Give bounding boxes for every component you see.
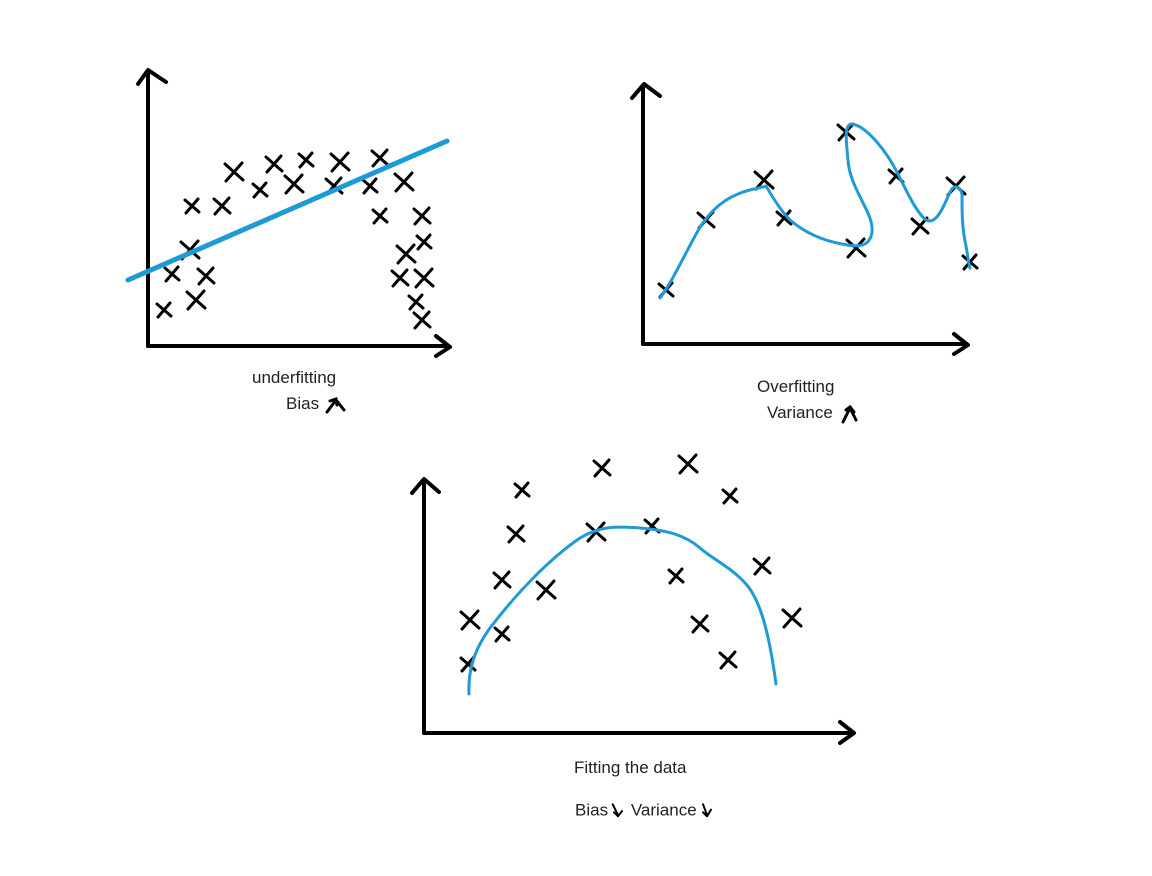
data-point-marker [297,151,315,169]
overfitting-x-axis [641,332,970,356]
overfitting-label: Overfitting [757,377,835,396]
data-point-marker [493,625,511,643]
data-point-marker [753,169,775,191]
overfitting-markers [657,122,979,299]
arrow-up-icon [841,404,858,424]
bias-text: Bias [286,394,320,413]
overfitting-panel [630,82,979,356]
data-point-marker [413,267,435,289]
data-point-marker [845,237,867,259]
underfitting-y-axis [136,68,168,348]
variance-text: Variance [630,800,697,820]
data-point-marker [492,570,512,590]
data-point-marker [718,650,738,670]
data-point-marker [264,154,284,174]
data-point-marker [412,310,432,330]
good-fit-bias-variance-label: Bias Variance [575,799,715,823]
arrow-down-icon [611,803,624,818]
underfitting-fit-line [125,138,450,283]
overfitting-y-axis [630,82,662,346]
data-point-marker [212,196,232,216]
data-point-marker [395,243,417,265]
data-point-marker [535,579,557,601]
data-point-marker [390,268,410,288]
data-point-marker [690,614,710,634]
data-point-marker [721,487,739,505]
good-fit-markers [459,453,803,673]
data-point-marker [775,209,793,227]
arrow-down-icon [701,803,712,818]
underfitting-bias-label: Bias [286,394,348,415]
arrow-up-right-icon [325,396,346,414]
data-point-marker [185,289,207,311]
data-point-marker [223,161,245,183]
underfitting-markers [155,148,435,330]
underfitting-x-axis [146,334,452,358]
data-point-marker [752,556,772,576]
data-point-marker [459,609,481,631]
data-point-marker [196,266,216,286]
data-point-marker [251,181,269,199]
data-point-marker [412,206,432,226]
data-point-marker [329,151,351,173]
bias-text: Bias [575,800,609,820]
underfitting-panel [125,68,452,358]
data-point-marker [371,207,389,225]
good-fit-y-axis [410,477,441,735]
good-fit-panel [410,453,856,745]
good-fit-curve [467,525,778,696]
data-point-marker [667,567,685,585]
data-point-marker [407,293,425,311]
data-point-marker [183,197,201,215]
data-point-marker [155,301,173,319]
overfitting-fit-curve [658,122,972,300]
data-point-marker [370,148,390,168]
underfitting-label: underfitting [252,368,337,387]
data-point-marker [415,233,433,251]
data-point-marker [592,458,612,478]
good-fit-label: Fitting the data [574,758,687,777]
data-point-marker [163,265,181,283]
data-point-marker [361,177,379,195]
data-point-marker [781,607,803,629]
data-point-marker [506,524,526,544]
data-point-marker [283,173,305,195]
overfitting-variance-label: Variance [767,403,862,424]
data-point-marker [513,481,531,499]
data-point-marker [677,453,699,475]
variance-text: Variance [767,403,833,422]
data-point-marker [393,171,415,193]
good-fit-x-axis [422,720,856,745]
